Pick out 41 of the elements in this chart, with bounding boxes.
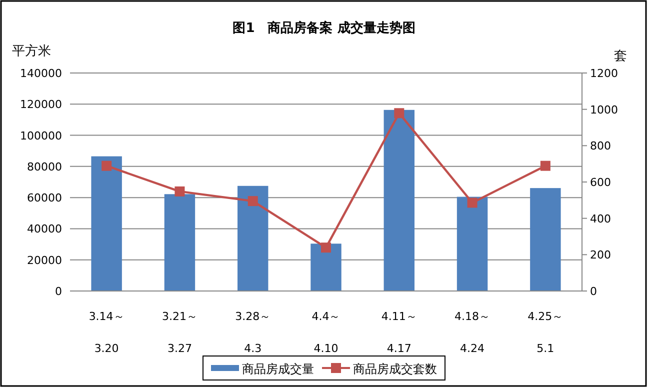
legend-label: 商品房成交量 [242, 362, 314, 376]
category-label: 4.25～ 5.1 [528, 310, 564, 355]
y-tick-label: 40000 [27, 222, 62, 236]
y-axis-title: 平方米 [12, 43, 51, 59]
y-tick-label: 120000 [20, 98, 62, 112]
point [248, 196, 258, 206]
y-tick-label: 100000 [20, 129, 62, 142]
chart-title: 图1 商品房备案 成交量走势图 [232, 20, 416, 36]
y-tick-label: 140000 [20, 67, 62, 80]
y2-tick-label: 1000 [590, 103, 618, 116]
category-label: 4.11～ 4.17 [381, 310, 417, 355]
y2-tick-label: 1200 [590, 67, 618, 80]
y-tick-label: 20000 [27, 254, 62, 267]
legend-label: 商品房成交套数 [353, 362, 437, 376]
y2-tick-label: 400 [590, 212, 611, 226]
bar [91, 156, 122, 291]
point [394, 108, 404, 118]
bar [530, 188, 561, 291]
y2-tick-label: 0 [590, 285, 597, 298]
bar [310, 244, 342, 291]
category-label: 3.28～ 4.3 [235, 310, 271, 355]
bar [456, 196, 488, 291]
bar [384, 110, 415, 291]
category-label: 3.14～ 3.20 [88, 310, 124, 355]
category-label: 3.21～ 3.27 [162, 310, 198, 355]
point [174, 186, 185, 196]
y2-tick-label: 800 [590, 140, 611, 153]
y-tick-label: 80000 [27, 160, 62, 174]
point [467, 198, 478, 208]
y2-axis-title: 套 [614, 49, 627, 64]
point [321, 242, 331, 253]
category-label: 4.18～ 4.24 [454, 310, 490, 355]
y2-tick-label: 200 [590, 248, 611, 262]
bar [237, 186, 268, 291]
bar [164, 194, 196, 291]
y2-tick-label: 600 [590, 176, 611, 189]
y-tick-label: 0 [55, 285, 62, 298]
point [102, 160, 112, 171]
category-label: 4.4～ 4.10 [312, 310, 340, 355]
point [540, 160, 550, 171]
y-tick-label: 60000 [27, 192, 62, 205]
